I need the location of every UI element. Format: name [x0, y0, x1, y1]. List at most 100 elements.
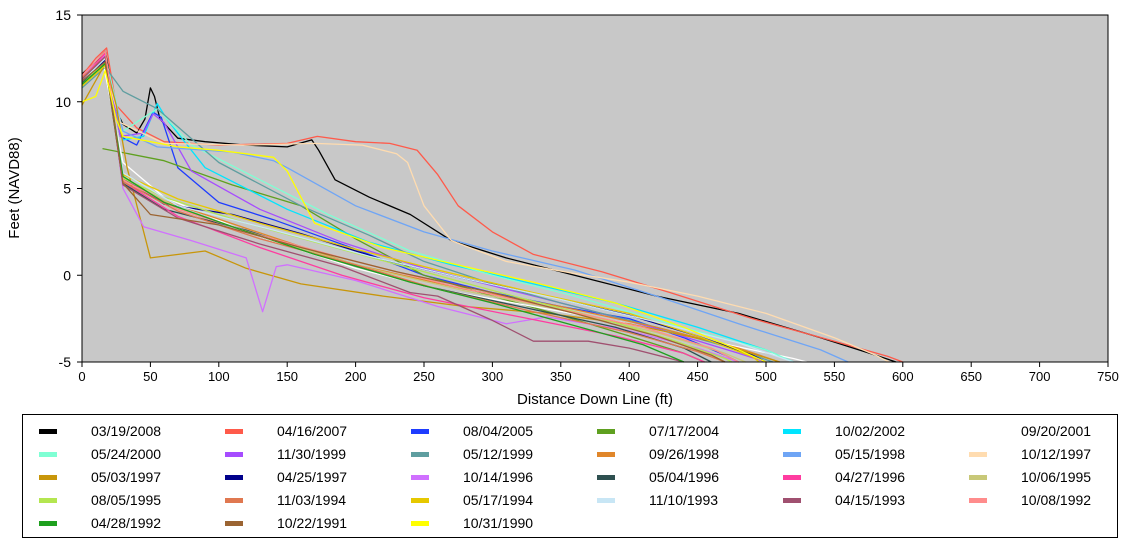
x-tick-label: 550	[824, 369, 846, 384]
series-line-10-12-1997	[81, 62, 890, 363]
x-tick-label: 350	[550, 369, 572, 384]
series-line-10-31-1990	[81, 69, 767, 363]
legend-swatch	[225, 428, 243, 434]
legend-item: 10/08/1992	[969, 491, 1091, 509]
series-line-07-17-2004	[102, 147, 705, 363]
legend-item: 03/19/2008	[39, 422, 161, 440]
series-line-04-15-1993	[81, 55, 685, 363]
legend-swatch	[783, 451, 801, 457]
line-chart: 0 50 100 150 200 250 300 350 400 450 500 550 600 650 7…	[6, 7, 1119, 408]
legend-swatch	[597, 474, 615, 480]
legend-label: 04/28/1992	[91, 515, 162, 531]
legend-item: 04/15/1993	[783, 491, 905, 509]
x-tick-label: 300	[482, 369, 504, 384]
legend-swatch	[411, 497, 429, 503]
y-tick-label: 10	[55, 94, 71, 110]
legend-swatch	[783, 497, 801, 503]
legend-swatch	[597, 451, 615, 457]
legend-label: 08/05/1995	[91, 492, 162, 508]
legend-label: 04/27/1996	[835, 469, 906, 485]
x-tick-label: 200	[345, 369, 367, 384]
legend-swatch	[969, 428, 987, 434]
x-axis: 0 50 100 150 200 250 300 350 400 450 500 550 600 650 7…	[78, 362, 1119, 384]
x-tick-label: 700	[1029, 369, 1051, 384]
legend-swatch	[597, 428, 615, 434]
legend-swatch	[597, 497, 615, 503]
legend-label: 10/02/2002	[835, 423, 906, 439]
legend-item: 10/31/1990	[411, 514, 533, 532]
series-line-03-19-2008	[81, 50, 897, 363]
legend-item: 05/17/1994	[411, 491, 533, 509]
legend-label: 10/22/1991	[277, 515, 348, 531]
legend-item: 05/03/1997	[39, 468, 161, 486]
legend-item: 05/12/1999	[411, 445, 533, 463]
legend-label: 03/19/2008	[91, 423, 162, 439]
legend-label: 05/15/1998	[835, 446, 906, 462]
legend-label: 08/04/2005	[463, 423, 534, 439]
legend-label: 10/14/1996	[463, 469, 534, 485]
legend-swatch	[411, 451, 429, 457]
legend-label: 09/26/1998	[649, 446, 720, 462]
legend-item: 05/15/1998	[783, 445, 905, 463]
legend-label: 10/31/1990	[463, 515, 534, 531]
x-tick-label: 600	[892, 369, 914, 384]
legend-swatch	[225, 520, 243, 526]
plot-area	[82, 15, 1108, 362]
x-tick-label: 250	[413, 369, 435, 384]
legend-item: 10/14/1996	[411, 468, 533, 486]
legend-item: 04/16/2007	[225, 422, 347, 440]
legend-swatch	[225, 451, 243, 457]
y-axis: -5 0 5 10 15	[55, 7, 82, 370]
legend-item: 08/04/2005	[411, 422, 533, 440]
legend-label: 11/10/1993	[649, 492, 719, 508]
x-tick-label: 400	[618, 369, 640, 384]
legend-item: 11/10/1993	[597, 491, 718, 509]
legend-swatch	[783, 474, 801, 480]
legend-swatch	[225, 497, 243, 503]
y-tick-label: 0	[63, 267, 71, 283]
legend-label: 04/15/1993	[835, 492, 906, 508]
legend-swatch	[411, 474, 429, 480]
series-line-10-22-1991	[81, 61, 726, 363]
x-tick-label: 750	[1097, 369, 1119, 384]
y-axis-label: Feet (NAVD88)	[6, 137, 23, 238]
legend-label: 05/12/1999	[463, 446, 534, 462]
legend-item: 07/17/2004	[597, 422, 719, 440]
legend-item: 09/26/1998	[597, 445, 719, 463]
y-tick-label: -5	[59, 354, 72, 370]
series-line-04-16-2007	[81, 47, 904, 363]
legend-label: 07/17/2004	[649, 423, 720, 439]
legend-item: 05/04/1996	[597, 468, 719, 486]
legend-label: 05/17/1994	[463, 492, 534, 508]
legend-item: 04/27/1996	[783, 468, 905, 486]
x-tick-label: 50	[143, 369, 157, 384]
legend-swatch	[39, 428, 57, 434]
x-tick-label: 150	[276, 369, 298, 384]
legend-swatch	[39, 520, 57, 526]
legend-swatch	[969, 497, 987, 503]
x-tick-label: 450	[687, 369, 709, 384]
x-tick-label: 650	[960, 369, 982, 384]
y-tick-label: 5	[63, 181, 71, 197]
legend-label: 10/06/1995	[1021, 469, 1092, 485]
legend-item: 08/05/1995	[39, 491, 161, 509]
legend-label: 05/04/1996	[649, 469, 720, 485]
legend-swatch	[783, 428, 801, 434]
legend-label: 09/20/2001	[1021, 423, 1092, 439]
legend-swatch	[39, 474, 57, 480]
legend-label: 05/24/2000	[91, 446, 162, 462]
legend-item: 11/30/1999	[225, 445, 346, 463]
legend-item: 10/06/1995	[969, 468, 1091, 486]
legend-item: 09/20/2001	[969, 422, 1091, 440]
x-axis-label: Distance Down Line (ft)	[517, 391, 673, 408]
legend-item: 10/12/1997	[969, 445, 1091, 463]
legend-item: 04/25/1997	[225, 468, 347, 486]
legend-label: 05/03/1997	[91, 469, 162, 485]
legend-swatch	[39, 451, 57, 457]
legend-label: 10/08/1992	[1021, 492, 1092, 508]
legend-label: 11/03/1994	[277, 492, 347, 508]
legend-item: 10/22/1991	[225, 514, 347, 532]
legend: 03/19/2008 04/16/2007 08/04/2005 07/17/2004…	[22, 414, 1118, 538]
legend-label: 04/16/2007	[277, 423, 348, 439]
legend-label: 10/12/1997	[1021, 446, 1092, 462]
